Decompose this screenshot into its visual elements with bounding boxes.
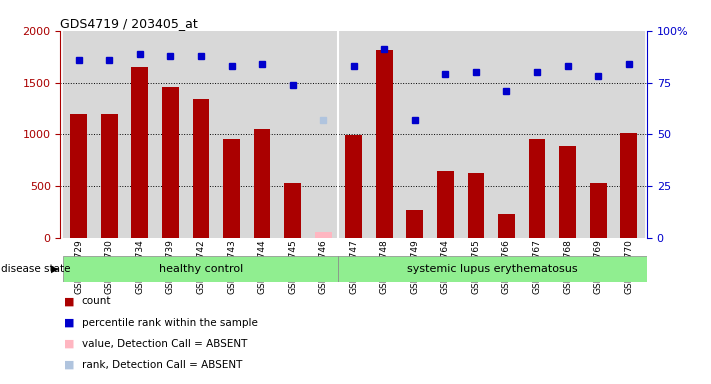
Text: ■: ■ (64, 296, 75, 306)
Bar (308, 31, 338, 238)
Bar (63, 256, 338, 282)
Bar (559, 146, 576, 238)
Bar (247, 31, 277, 238)
Bar (216, 31, 247, 238)
Text: ■: ■ (64, 339, 75, 349)
Bar (400, 31, 430, 238)
Bar (94, 31, 124, 238)
Bar (498, 214, 515, 238)
Bar (552, 31, 583, 238)
Text: ▶: ▶ (51, 264, 59, 274)
Text: disease state: disease state (1, 264, 71, 274)
Bar (132, 67, 149, 238)
Text: healthy control: healthy control (159, 264, 243, 274)
Text: GDS4719 / 203405_at: GDS4719 / 203405_at (60, 17, 198, 30)
Bar (162, 87, 179, 238)
Bar (468, 173, 484, 238)
Bar (223, 139, 240, 238)
Bar (101, 114, 118, 238)
Bar (338, 31, 369, 238)
Bar (461, 31, 491, 238)
Bar (430, 31, 461, 238)
Bar (528, 139, 545, 238)
Bar (369, 31, 400, 238)
Text: ■: ■ (64, 318, 75, 328)
Bar (315, 232, 331, 238)
Text: percentile rank within the sample: percentile rank within the sample (82, 318, 257, 328)
Bar (491, 31, 522, 238)
Text: count: count (82, 296, 111, 306)
Bar (346, 136, 362, 238)
Bar (124, 31, 155, 238)
Bar (376, 50, 392, 238)
Bar (277, 31, 308, 238)
Bar (155, 31, 186, 238)
Bar (284, 183, 301, 238)
Bar (583, 31, 614, 238)
Bar (522, 31, 552, 238)
Text: value, Detection Call = ABSENT: value, Detection Call = ABSENT (82, 339, 247, 349)
Bar (620, 133, 637, 238)
Bar (254, 129, 270, 238)
Text: rank, Detection Call = ABSENT: rank, Detection Call = ABSENT (82, 360, 242, 370)
Bar (70, 114, 87, 238)
Bar (63, 31, 94, 238)
Bar (614, 31, 644, 238)
Bar (338, 256, 647, 282)
Bar (407, 210, 423, 238)
Text: ■: ■ (64, 360, 75, 370)
Bar (589, 183, 606, 238)
Bar (186, 31, 216, 238)
Bar (193, 99, 209, 238)
Bar (437, 170, 454, 238)
Text: systemic lupus erythematosus: systemic lupus erythematosus (407, 264, 578, 274)
